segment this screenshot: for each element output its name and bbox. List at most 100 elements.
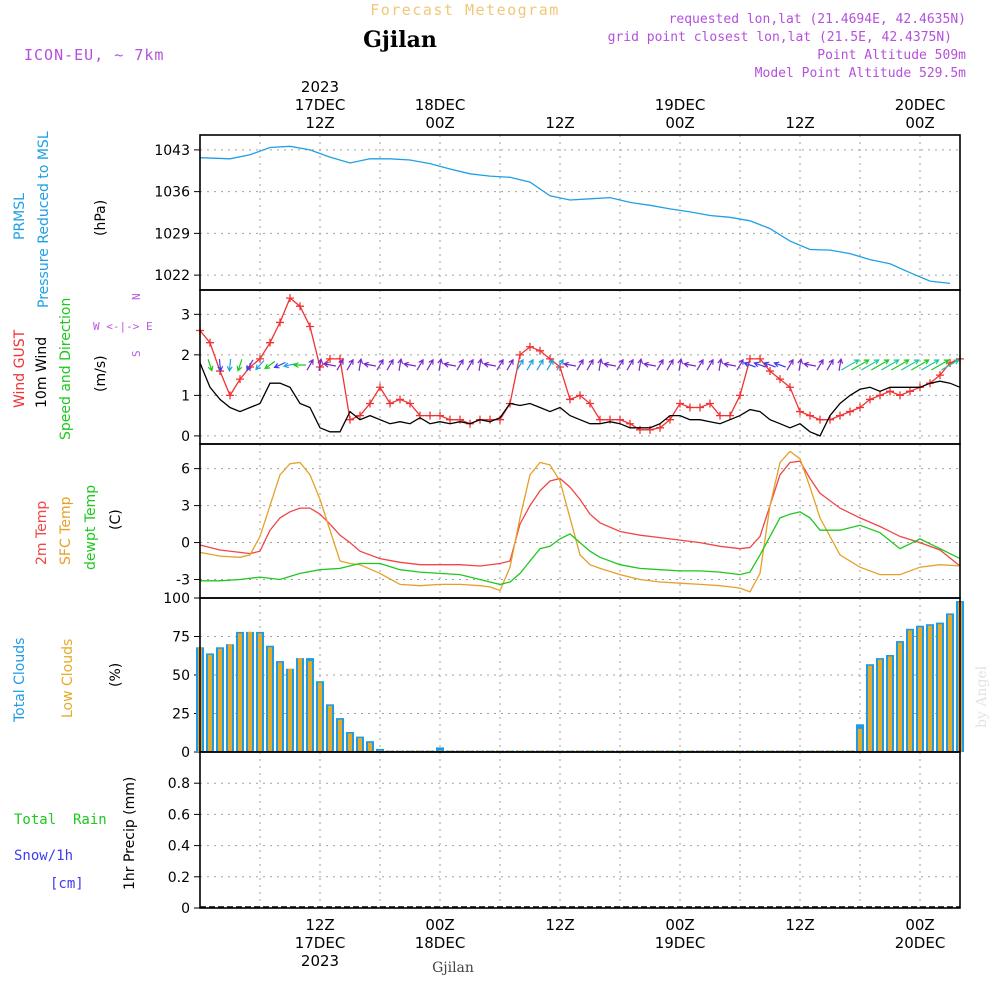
y-tick-label: 0.2 [168, 870, 190, 886]
wind-direction-arrow [717, 357, 724, 372]
dir-legend-n: N [130, 293, 143, 300]
time-tick-label: 00Z [905, 916, 934, 934]
low-cloud-bar [288, 668, 292, 752]
wind-direction-arrow [397, 357, 404, 372]
wind-direction-arrow [642, 361, 657, 368]
gust-marker [726, 411, 734, 420]
wind-direction-arrow [616, 358, 624, 371]
y-tick-label: 2 [181, 348, 190, 364]
low-cloud-bar [908, 630, 912, 752]
wind-direction-arrow [496, 358, 504, 371]
y-tick-label: 100 [163, 591, 190, 607]
total-rain-label: Total Rain [14, 812, 107, 828]
low-cloud-bar [218, 648, 222, 752]
sfc-temp-label: SFC Temp [58, 496, 74, 565]
low-cloud-bar [278, 662, 282, 752]
wind-direction-arrow [456, 358, 464, 371]
wind-direction-arrow [264, 360, 276, 370]
gust-marker [626, 419, 634, 428]
snow-unit-label: [cm] [50, 876, 84, 892]
wind-direction-arrow [637, 357, 644, 372]
low-cloud-bar [918, 627, 922, 752]
gust-marker [806, 411, 814, 420]
time-tick-label: 12Z [545, 916, 574, 934]
wind-direction-arrow [336, 358, 344, 371]
low-cloud-bar [348, 733, 352, 752]
y-tick-label: 0 [181, 429, 190, 445]
y-tick-label: 6 [181, 462, 190, 478]
wind-direction-arrow [376, 358, 384, 371]
wind-direction-arrow [386, 358, 394, 371]
panel-precip: 0 0.2 0.4 0.6 0.8 [168, 751, 961, 917]
low-cloud-bar [338, 719, 342, 752]
gust-marker [776, 375, 784, 384]
gust-marker [936, 371, 944, 380]
gust-marker [306, 322, 314, 331]
gust-marker [526, 342, 534, 351]
low-cloud-bar [248, 631, 252, 752]
wind-direction-arrow [826, 358, 834, 371]
low-cloud-bar [888, 656, 892, 752]
wind-direction-arrow [736, 358, 744, 371]
y-tick-label: 25 [172, 707, 190, 723]
wind-direction-arrow [921, 359, 940, 371]
wind-direction-arrow [416, 358, 424, 371]
wind-direction-arrow [706, 358, 714, 371]
gust-marker [516, 350, 524, 359]
total-clouds-label: Total Clouds [12, 638, 28, 723]
wind-direction-arrow [841, 359, 860, 371]
gust-marker [816, 415, 824, 424]
gust-marker [706, 399, 714, 408]
low-cloud-bar [878, 659, 882, 752]
gust-marker [586, 399, 594, 408]
dir-legend-s: S [130, 350, 143, 357]
wind-direction-arrow [306, 358, 314, 371]
pressure-label-2: Pressure Reduced to MSL [36, 131, 52, 308]
time-tick-label: 12Z [785, 114, 814, 132]
wind-direction-arrow [941, 359, 960, 371]
location-title: Gjilan [363, 27, 437, 53]
wind-direction-arrow [763, 361, 776, 368]
time-tick-label: 00Z [425, 114, 454, 132]
gust-marker [756, 354, 764, 363]
wind-direction-arrow [482, 361, 497, 368]
time-tick-label: 17DEC [295, 934, 346, 952]
temp2m-label: 2m Temp [34, 501, 50, 565]
low-cloud-bar [318, 682, 322, 752]
series-prmsl [199, 145, 951, 285]
gust-marker [666, 415, 674, 424]
y-tick-label: 0 [181, 536, 190, 552]
wind-direction-arrow [753, 361, 766, 368]
gust-marker [296, 302, 304, 311]
wind-direction-arrow [786, 358, 794, 371]
time-tick-label: 2023 [301, 952, 339, 970]
time-tick-label: 2023 [301, 78, 339, 96]
wind-direction-arrow [292, 362, 306, 368]
gust-label: Wind GUST [12, 329, 28, 408]
gust-marker [716, 411, 724, 420]
low-cloud-bar [898, 642, 902, 752]
y-tick-label: 3 [181, 499, 190, 515]
wind10m-label: 10m Wind [34, 337, 50, 408]
series-sfc-temp [199, 450, 961, 593]
y-tick-label: 3 [181, 307, 190, 323]
low-cloud-bar [948, 614, 952, 752]
gust-marker [366, 399, 374, 408]
wind-direction-arrow [322, 361, 337, 368]
dir-legend-we: W <-|-> E [93, 320, 153, 333]
y-tick-label: 1029 [154, 226, 190, 242]
pressure-labels: PRMSL Pressure Reduced to MSL (hPa) [12, 131, 109, 308]
wind-direction-arrow [881, 359, 900, 371]
wind-direction-arrow [837, 357, 844, 372]
panel-wind: 0 1 2 3 [181, 289, 964, 445]
wind-direction-arrow [426, 358, 434, 371]
wind-direction-arrow [586, 358, 594, 371]
time-tick-label: 12Z [785, 916, 814, 934]
app-title: Forecast Meteogram [370, 1, 560, 19]
wind-direction-arrow [816, 358, 824, 371]
total-cloud-bar [436, 747, 444, 752]
gust-marker [376, 383, 384, 392]
temp-labels: 2m Temp SFC Temp dewpt Temp (C) [34, 485, 124, 570]
